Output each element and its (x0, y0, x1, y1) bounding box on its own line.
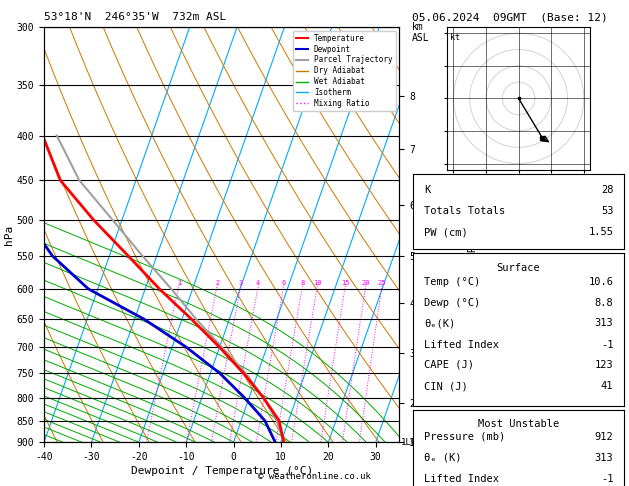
Text: Surface: Surface (497, 263, 540, 274)
Text: Most Unstable: Most Unstable (478, 419, 559, 430)
Text: 53: 53 (601, 207, 613, 216)
Text: 123: 123 (594, 360, 613, 370)
X-axis label: Dewpoint / Temperature (°C): Dewpoint / Temperature (°C) (131, 466, 313, 476)
Text: 313: 313 (594, 318, 613, 329)
Text: PW (cm): PW (cm) (424, 227, 467, 237)
Text: K: K (424, 186, 430, 195)
Legend: Temperature, Dewpoint, Parcel Trajectory, Dry Adiabat, Wet Adiabat, Isotherm, Mi: Temperature, Dewpoint, Parcel Trajectory… (293, 31, 396, 111)
Text: 6: 6 (282, 280, 286, 286)
Text: 1LCL: 1LCL (401, 438, 422, 447)
Text: 41: 41 (601, 382, 613, 391)
Y-axis label: Mixing Ratio  (g/kg): Mixing Ratio (g/kg) (468, 176, 478, 293)
Text: 8.8: 8.8 (594, 298, 613, 309)
Text: 2: 2 (215, 280, 220, 286)
Text: 10.6: 10.6 (589, 277, 613, 287)
Text: 20: 20 (362, 280, 370, 286)
Text: Lifted Index: Lifted Index (424, 340, 499, 350)
Text: Totals Totals: Totals Totals (424, 207, 505, 216)
Text: 3: 3 (239, 280, 243, 286)
Text: 25: 25 (378, 280, 386, 286)
Text: 4: 4 (256, 280, 260, 286)
Text: Pressure (mb): Pressure (mb) (424, 432, 505, 442)
Text: 8: 8 (301, 280, 304, 286)
Text: 28: 28 (601, 186, 613, 195)
Text: 1: 1 (177, 280, 181, 286)
Text: -1: -1 (601, 474, 613, 484)
Text: 15: 15 (341, 280, 350, 286)
Text: θₑ (K): θₑ (K) (424, 453, 461, 463)
Text: Dewp (°C): Dewp (°C) (424, 298, 480, 309)
Text: 912: 912 (594, 432, 613, 442)
Text: kt: kt (450, 33, 460, 42)
Text: 10: 10 (313, 280, 321, 286)
Text: -1: -1 (601, 340, 613, 350)
Text: 313: 313 (594, 453, 613, 463)
Y-axis label: hPa: hPa (4, 225, 14, 244)
Text: Lifted Index: Lifted Index (424, 474, 499, 484)
Text: CIN (J): CIN (J) (424, 382, 467, 391)
Text: θₑ(K): θₑ(K) (424, 318, 455, 329)
Text: 05.06.2024  09GMT  (Base: 12): 05.06.2024 09GMT (Base: 12) (412, 12, 608, 22)
Text: km
ASL: km ASL (412, 22, 430, 43)
Text: © weatheronline.co.uk: © weatheronline.co.uk (258, 472, 371, 481)
Text: CAPE (J): CAPE (J) (424, 360, 474, 370)
Text: 53°18'N  246°35'W  732m ASL: 53°18'N 246°35'W 732m ASL (44, 12, 226, 22)
Text: Temp (°C): Temp (°C) (424, 277, 480, 287)
Text: 1.55: 1.55 (589, 227, 613, 237)
